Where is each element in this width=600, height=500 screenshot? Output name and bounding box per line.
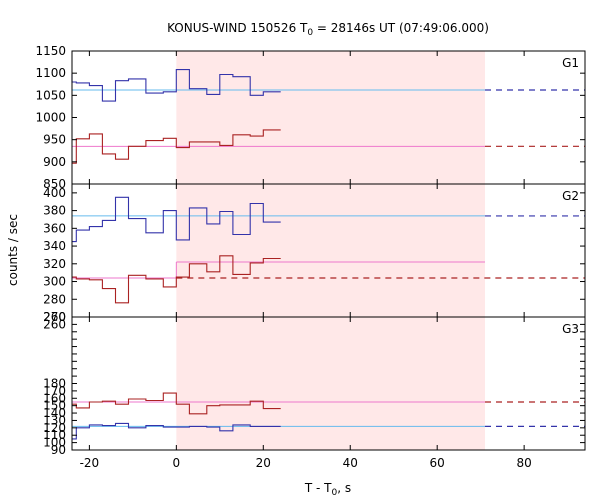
light-curve-blue [72,422,281,440]
panel-g1: 850 900 950 1000 1050 1100 1150 G1 [35,44,586,191]
x-axis-label: T - T0, s [304,481,351,498]
x-tick-label: 60 [430,456,445,470]
y-tick-label: 900 [43,155,66,169]
y-tick-label: 110 [43,428,66,442]
chart-title: KONUS-WIND 150526 T0 = 28146s UT (07:49:… [167,21,489,38]
y-tick-label: 1100 [35,66,66,80]
x-axis-label-main: T - T [304,481,332,495]
chart-title-rest: = 28146s UT (07:49:06.000) [313,21,489,35]
panel-label: G1 [562,56,579,70]
y-tick-label: 360 [43,221,66,235]
y-tick-label: 180 [43,377,66,391]
y-tick-label: 120 [43,421,66,435]
x-tick-label: 40 [343,456,358,470]
panel-g2: 260 280 300 320 340 360 380 400 G2 [43,183,586,324]
y-tick-label: 170 [43,384,66,398]
light-curve-blue [71,69,281,102]
y-tick-label: 150 [43,399,66,413]
panel-label: G2 [562,189,579,203]
light-curve-blue [72,196,281,243]
chart-title-subscript: 0 [307,28,313,38]
y-tick-label: 130 [43,413,66,427]
y-axis-label: counts / sec [6,214,20,286]
y-tick-label: 950 [43,133,66,147]
y-tick-label: 160 [43,391,66,405]
x-tick-label: 0 [173,456,181,470]
x-tick-label: 80 [516,456,531,470]
y-tick-label: 400 [43,186,66,200]
panel-label: G3 [562,322,579,336]
light-curve-red [72,255,281,304]
y-tick-label: 380 [43,204,66,218]
x-axis-label-subscript: 0 [332,488,338,498]
y-tick-label: 1150 [35,44,66,58]
light-curve-red [72,129,281,164]
y-tick-label: 260 [43,317,66,331]
y-tick-label: 1000 [35,111,66,125]
y-tick-label: 260 [43,310,66,324]
y-tick-label: 320 [43,257,66,271]
plot-layer: 8509009501000105011001150G12602803003203… [35,44,586,470]
y-tick-label: 300 [43,275,66,289]
x-tick-label: -20 [80,456,100,470]
light-curve-red [72,392,281,415]
y-tick-label: 850 [43,177,66,191]
y-tick-label: 100 [43,436,66,450]
y-tick-label: 140 [43,406,66,420]
shaded-interval [176,51,486,450]
x-axis-label-rest: , s [337,481,351,495]
y-tick-label: 270 [43,310,66,324]
y-tick-label: 340 [43,239,66,253]
y-tick-label: 280 [43,292,66,306]
x-tick-label: 20 [256,456,271,470]
y-tick-label: 90 [51,443,66,457]
y-tick-label: 1050 [35,88,66,102]
chart-title-main: KONUS-WIND 150526 T [167,21,308,35]
